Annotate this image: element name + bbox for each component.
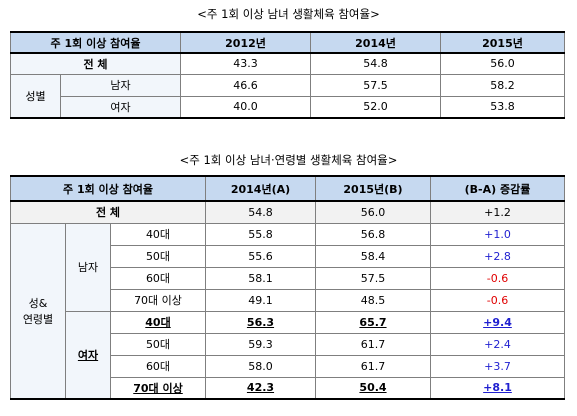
value-cell: 52.0 xyxy=(310,95,442,119)
table-row: 70대 이상 49.1 48.5 -0.6 xyxy=(11,288,565,312)
value-cell: 40.0 xyxy=(180,95,312,119)
value-cell: 54.8 xyxy=(205,200,316,224)
row-label: 70대 이상 xyxy=(110,376,206,400)
row-label: 40대 xyxy=(110,310,206,334)
value-cell: 50.4 xyxy=(315,376,431,400)
value-cell: +3.7 xyxy=(430,354,565,378)
value-cell: 57.5 xyxy=(310,73,442,97)
table-row: 전 체 43.3 54.8 56.0 xyxy=(9,52,565,75)
header-cell: 주 1회 이상 참여율 xyxy=(10,175,206,202)
value-cell: 56.0 xyxy=(315,200,431,224)
value-cell: 59.3 xyxy=(205,332,316,356)
header-cell: 2015년 xyxy=(440,31,565,54)
value-cell: 43.3 xyxy=(180,52,312,75)
value-cell: 58.2 xyxy=(440,73,565,97)
row-label: 전 체 xyxy=(9,52,182,75)
header-cell: 2015년(B) xyxy=(315,175,431,202)
table1: 주 1회 이상 참여율 2012년 2014년 2015년 전 체 43.3 54.8 56.… xyxy=(9,31,565,119)
value-cell: -0.6 xyxy=(430,266,565,290)
value-cell: 56.0 xyxy=(440,52,565,75)
subgroup-label: 남자 xyxy=(65,222,111,312)
table-row: 50대 59.3 61.7 +2.4 xyxy=(11,332,565,356)
value-cell: 61.7 xyxy=(315,332,431,356)
table-row: 여자 40.0 52.0 53.8 xyxy=(11,95,565,119)
value-cell: 65.7 xyxy=(315,310,431,334)
value-cell: 61.7 xyxy=(315,354,431,378)
value-cell: +9.4 xyxy=(430,310,565,334)
value-cell: 57.5 xyxy=(315,266,431,290)
value-cell: 56.3 xyxy=(205,310,316,334)
value-cell: +1.0 xyxy=(430,222,565,246)
table-row: 성별 남자 46.6 57.5 58.2 xyxy=(10,73,565,119)
value-cell: 48.5 xyxy=(315,288,431,312)
row-label: 70대 이상 xyxy=(110,288,206,312)
value-cell: 49.1 xyxy=(205,288,316,312)
table2-title: <주 1회 이상 남녀·연령별 생활체육 참여율> xyxy=(179,153,398,167)
value-cell: +2.4 xyxy=(430,332,565,356)
row-label: 50대 xyxy=(110,244,206,268)
value-cell: 42.3 xyxy=(205,376,316,400)
value-cell: 46.6 xyxy=(180,73,312,97)
table-row: 주 1회 이상 참여율 2014년(A) 2015년(B) (B-A) 증감률 xyxy=(10,175,565,202)
group-label: 성별 xyxy=(10,73,61,119)
row-label: 50대 xyxy=(110,332,206,356)
value-cell: +8.1 xyxy=(430,376,565,400)
value-cell: 56.8 xyxy=(315,222,431,246)
table1-title: <주 1회 이상 남녀 생활체육 참여율> xyxy=(197,7,380,21)
value-cell: -0.6 xyxy=(430,288,565,312)
value-cell: 58.4 xyxy=(315,244,431,268)
value-cell: +1.2 xyxy=(430,200,565,224)
header-cell: 주 1회 이상 참여율 xyxy=(9,31,182,54)
header-cell: 2014년 xyxy=(310,31,442,54)
group-label: 성& 연령별 xyxy=(10,222,66,400)
table-row: 60대 58.0 61.7 +3.7 xyxy=(11,354,565,378)
table-row: 여자 40대 56.3 65.7 +9.4 xyxy=(11,310,565,400)
row-label: 60대 xyxy=(110,354,206,378)
header-cell: (B-A) 증감률 xyxy=(430,175,565,202)
value-cell: 58.1 xyxy=(205,266,316,290)
table-row: 전 체 54.8 56.0 +1.2 xyxy=(10,200,565,224)
value-cell: 55.6 xyxy=(205,244,316,268)
value-cell: +2.8 xyxy=(430,244,565,268)
header-cell: 2012년 xyxy=(180,31,312,54)
row-label: 40대 xyxy=(110,222,206,246)
row-label: 남자 xyxy=(59,73,182,97)
table-row: 성& 연령별 남자 40대 55.8 56.8 +1.0 xyxy=(10,222,565,400)
header-cell: 2014년(A) xyxy=(205,175,316,202)
value-cell: 53.8 xyxy=(440,95,565,119)
row-label: 전 체 xyxy=(10,200,206,224)
table-row: 70대 이상 42.3 50.4 +8.1 xyxy=(11,376,565,400)
table-row: 주 1회 이상 참여율 2012년 2014년 2015년 xyxy=(9,31,565,54)
row-label: 60대 xyxy=(110,266,206,290)
value-cell: 54.8 xyxy=(310,52,442,75)
value-cell: 58.0 xyxy=(205,354,316,378)
subgroup-label: 여자 xyxy=(65,310,111,400)
value-cell: 55.8 xyxy=(205,222,316,246)
row-label: 여자 xyxy=(59,95,182,119)
